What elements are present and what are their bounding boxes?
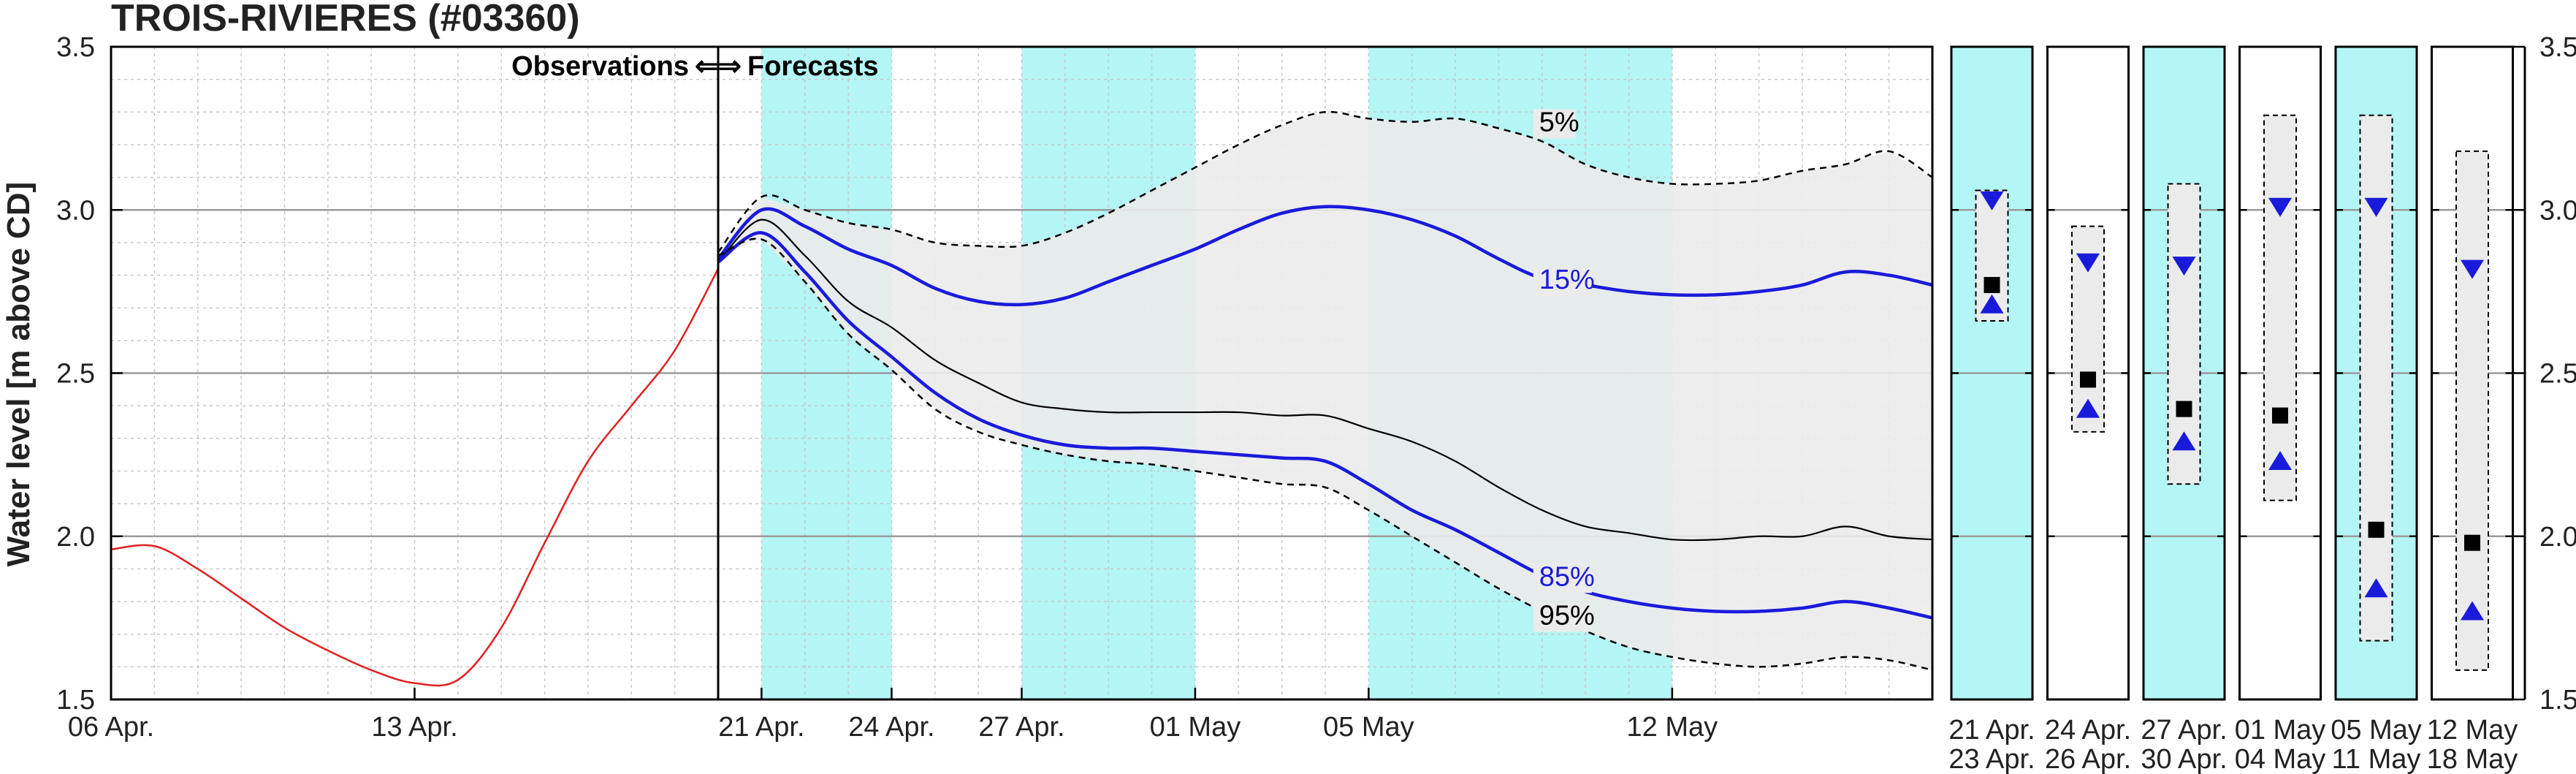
median-marker-square [2368,521,2385,538]
x-tick-label: 06 Apr. [68,712,154,743]
series-label: 5% [1539,107,1579,137]
upper-marker-triangle-down [2172,257,2196,276]
median-marker-square [2464,534,2480,551]
panel-end-label: 23 Apr. [1948,744,2035,774]
range-box [2455,150,2489,671]
y-axis-label: Water level [m above CD] [1,182,37,567]
period-panel: 21 Apr.23 Apr. [1948,45,2035,774]
x-tick-label: 21 Apr. [718,712,804,743]
series-label: 15% [1539,265,1595,295]
observations-label: Observations [511,51,689,82]
panel-end-label: 30 Apr. [2141,744,2227,774]
series-label-bg [1533,109,1576,139]
range-box [2359,114,2393,642]
upper-marker-triangle-down [2461,259,2484,279]
lower-marker-triangle-up [2268,451,2292,471]
y-tick-label: 2.0 [56,522,95,553]
upper-marker-triangle-down [1980,191,2004,210]
series-label: 95% [1539,600,1595,631]
panel-frame [2046,45,2130,701]
forecast-band [718,112,1932,670]
lower-marker-triangle-up [2076,398,2100,418]
median-marker-square [2080,371,2096,388]
divider-arrows: ⇐⇒ [695,51,742,82]
x-tick-label: 24 Apr. [848,712,934,743]
period-panels: 21 Apr.23 Apr.24 Apr.26 Apr.27 Apr.30 Ap… [1948,45,2518,774]
series-label-bg [1533,267,1592,297]
upper-marker-triangle-down [2268,197,2292,217]
upper-marker-triangle-down [2364,197,2388,217]
right-y-tick-label: 3.5 [2539,32,2576,63]
right-y-tick-label: 1.5 [2539,685,2576,716]
panel-frame [2334,45,2418,701]
y-tick-label: 1.5 [56,685,95,716]
median-marker-square [2176,401,2192,417]
panel-frame [2142,45,2226,701]
panel-end-label: 11 May [2332,744,2421,774]
x-tick-label: 05 May [1323,712,1414,743]
series-label-bg [1533,564,1592,593]
panel-start-label: 24 Apr. [2045,715,2131,745]
x-tick-label: 27 Apr. [978,712,1064,743]
range-box [2263,114,2297,501]
upper-marker-triangle-down [2076,253,2100,273]
x-tick-label: 01 May [1150,712,1241,743]
panel-frame [1950,45,2034,701]
observed-line [110,268,720,687]
period-panel: 24 Apr.26 Apr. [2045,45,2131,774]
y-tick-label: 3.0 [56,195,95,226]
panel-frame [2238,45,2322,701]
series-line-50pct [717,219,1933,542]
series-line-85pct [717,231,1933,620]
main-plot: 5% 15% 85% 95% Observations ⇐⇒ Forecasts 1.5 2.0… [56,32,1934,743]
series-line-5pct [717,110,1933,254]
panel-end-label: 26 Apr. [2045,744,2131,774]
lower-marker-triangle-up [1980,294,2004,314]
lower-marker-triangle-up [2172,431,2196,451]
series-label: 85% [1539,561,1595,592]
y-tick-label: 3.5 [56,32,95,63]
median-marker-square [1984,276,2000,293]
x-tick-label: 13 Apr. [371,712,457,743]
period-panel: 27 Apr.30 Apr. [2141,45,2228,774]
series-line-15pct [717,205,1933,307]
panel-end-label: 04 May [2235,744,2326,774]
series-line-95pct [717,238,1933,672]
panel-start-label: 12 May [2427,715,2518,745]
panel-start-label: 01 May [2235,715,2326,745]
x-tick-label: 12 May [1627,712,1718,743]
panel-end-label: 18 May [2427,744,2518,774]
right-y-tick-label: 2.0 [2539,522,2576,553]
panel-start-label: 21 Apr. [1948,715,2035,745]
panel-start-label: 05 May [2331,715,2422,745]
lower-marker-triangle-up [2364,578,2388,598]
median-marker-square [2272,407,2288,424]
chart-title: TROIS-RIVIERES (#03360) [111,0,580,39]
lower-marker-triangle-up [2461,601,2484,621]
panel-frame [2431,45,2514,701]
panel-start-label: 27 Apr. [2141,715,2227,745]
right-y-tick-label: 3.0 [2539,195,2576,226]
right-y-tick-label: 2.5 [2539,359,2576,390]
right-y-axis: 1.5 2.0 2.5 3.0 3.5 [2513,32,2576,716]
series-label-bg [1533,602,1592,632]
y-tick-label: 2.5 [56,359,95,390]
forecasts-label: Forecasts [747,51,879,82]
